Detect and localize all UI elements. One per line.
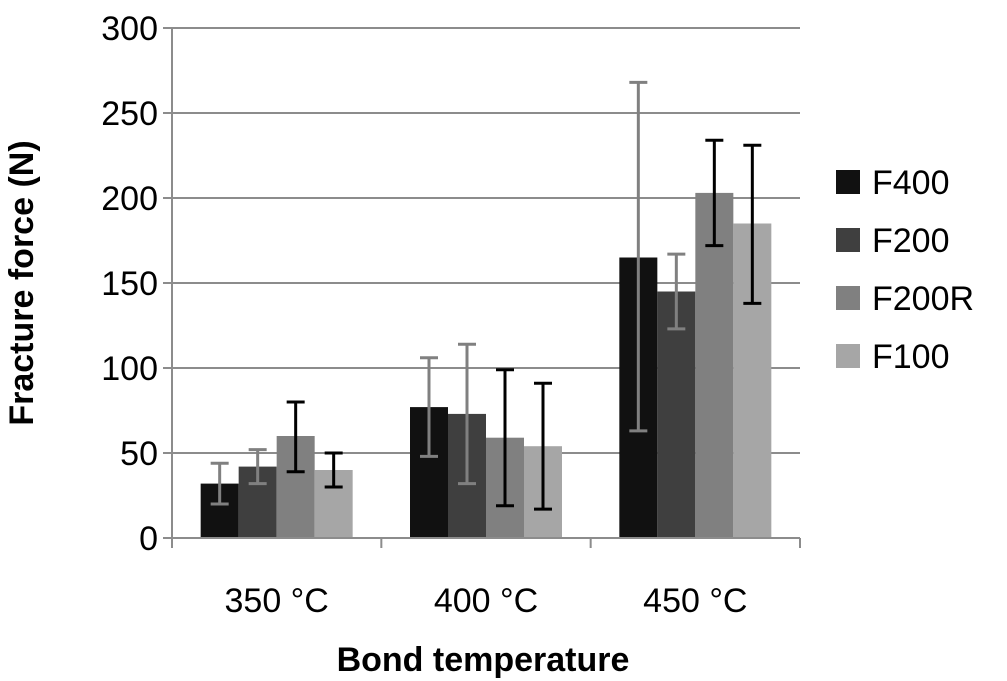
axes [163,27,801,548]
y-tick-label: 250 [101,95,158,133]
bars [200,192,772,538]
y-axis-title: Fracture force (N) [3,140,41,425]
x-axis-title: Bond temperature [337,641,630,679]
y-tick-label: 150 [101,265,158,303]
y-tick-label: 0 [139,520,158,558]
legend-label-f200r: F200R [872,280,974,318]
y-tick-label: 50 [120,435,158,473]
legend-label-f400: F400 [872,164,950,202]
y-tick-label: 300 [101,10,158,48]
x-tick-label: 450 °C [643,582,747,620]
x-tick-labels: 350 °C 400 °C 450 °C [225,582,748,620]
legend-label-f100: F100 [872,338,950,376]
legend-swatch-f200 [836,228,860,252]
y-tick-label: 200 [101,180,158,218]
bar-f200 [657,291,696,538]
y-tick-labels: 0 50 100 150 200 250 300 [101,10,158,558]
legend-swatch-f400 [836,170,860,194]
legend-swatch-f100 [836,344,860,368]
x-tick-label: 400 °C [434,582,538,620]
x-tick-label: 350 °C [225,582,329,620]
bar-f200r [695,192,734,538]
error-bars [210,80,762,511]
legend-label-f200: F200 [872,222,950,260]
y-tick-label: 100 [101,350,158,388]
legend-swatch-f200r [836,286,860,310]
legend: F400 F200 F200R F100 [836,164,974,376]
